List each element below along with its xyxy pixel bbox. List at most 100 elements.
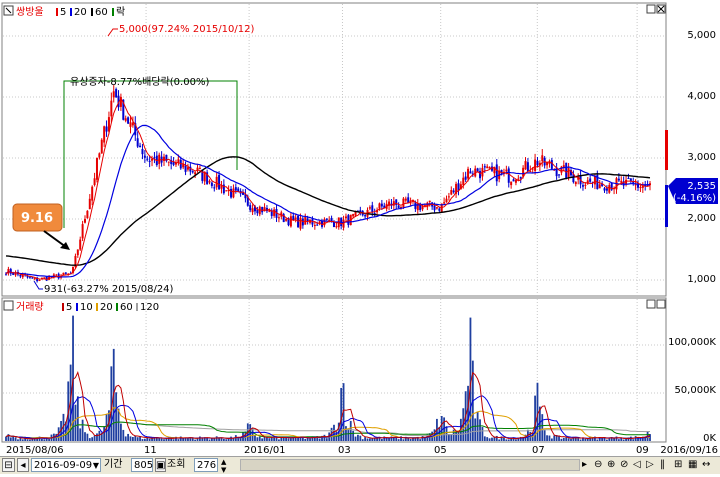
grid-icon[interactable]: ⊞ xyxy=(674,459,683,470)
volume-bar xyxy=(548,435,551,441)
volume-bar xyxy=(479,419,481,441)
vlegend-60: 60 xyxy=(120,302,133,313)
candle-body xyxy=(421,205,424,210)
candle-body xyxy=(184,165,187,172)
volume-bar xyxy=(43,439,46,441)
volume-bar xyxy=(153,438,156,441)
search-icon[interactable]: ▣ xyxy=(155,458,166,472)
zoom-in-icon[interactable]: ⊕ xyxy=(607,459,616,470)
candle-body xyxy=(378,203,381,209)
volume-bar xyxy=(33,437,36,441)
candle-body xyxy=(560,166,563,173)
candle-body xyxy=(208,180,211,183)
volume-bar xyxy=(613,437,615,441)
legend-extra: 락 xyxy=(116,6,125,18)
volume-bar xyxy=(64,421,67,441)
spinner-up-icon[interactable]: ▲ xyxy=(221,458,227,466)
volume-bar xyxy=(617,439,620,441)
candle-body xyxy=(117,95,120,108)
volume-bar xyxy=(172,439,175,441)
candle-body xyxy=(177,159,180,163)
candle-body xyxy=(316,224,319,226)
volume-bar xyxy=(467,385,469,441)
volume-bar xyxy=(582,437,584,441)
volume-bar xyxy=(586,438,589,441)
candle-body xyxy=(67,273,70,275)
volume-bar xyxy=(175,436,177,441)
volume-bar xyxy=(424,437,426,441)
volume-bar xyxy=(354,436,357,441)
volume-bar xyxy=(421,435,424,441)
candle-body xyxy=(586,180,589,184)
event-annotation: 유상증자-8.77%배당락(0.00%) xyxy=(70,76,209,88)
volume-menu-icon[interactable] xyxy=(3,300,14,311)
zoom-out-icon[interactable]: ⊖ xyxy=(594,459,603,470)
volume-bar xyxy=(110,366,113,441)
candle-body xyxy=(38,279,41,281)
volume-close-button[interactable] xyxy=(656,299,666,309)
volume-bar xyxy=(409,438,412,441)
date-input[interactable]: 2016-09-09 ▼ xyxy=(31,458,101,472)
volume-bar xyxy=(45,437,48,441)
volume-bar xyxy=(179,436,182,441)
count-input[interactable]: 276 xyxy=(194,458,218,472)
candle-body xyxy=(392,201,395,206)
volume-bar xyxy=(124,436,127,441)
volume-bar xyxy=(469,317,472,441)
panel-maximize-button[interactable] xyxy=(646,4,656,14)
volume-bar xyxy=(383,436,386,441)
candle-body xyxy=(632,181,635,184)
volume-bar xyxy=(577,438,580,441)
candle-body xyxy=(227,189,230,192)
volume-bar xyxy=(388,437,390,441)
first-icon[interactable]: ◁ xyxy=(633,459,641,470)
count-spinner[interactable]: ▲ ▼ xyxy=(219,458,237,474)
candle-body xyxy=(443,202,446,204)
candle-body xyxy=(256,209,259,214)
spinner-down-icon[interactable]: ▼ xyxy=(221,466,227,474)
volume-bar xyxy=(19,437,22,441)
volume-bar xyxy=(447,434,450,441)
volume-bar xyxy=(412,437,414,441)
candle-body xyxy=(263,207,266,212)
volume-bar xyxy=(641,436,644,441)
expand-icon[interactable]: ↔ xyxy=(702,459,711,470)
reset-icon[interactable]: ⊘ xyxy=(620,459,629,470)
settings-icon[interactable]: ▦ xyxy=(688,459,698,470)
candle-body xyxy=(198,167,201,169)
volume-bar xyxy=(505,439,508,441)
volume-bar xyxy=(452,429,455,441)
candle-body xyxy=(201,169,204,181)
volume-bar xyxy=(117,408,120,441)
volume-maximize-button[interactable] xyxy=(646,299,656,309)
volume-bar xyxy=(79,428,82,441)
volume-bar xyxy=(36,437,39,441)
last-icon[interactable]: ▷ xyxy=(646,459,654,470)
volume-bar xyxy=(191,437,194,441)
lock-button[interactable]: ⊟ xyxy=(2,458,15,472)
candle-body xyxy=(258,206,261,215)
candle-body xyxy=(495,164,498,182)
candle-body xyxy=(464,176,467,180)
candle-body xyxy=(246,197,249,206)
ma5-line xyxy=(5,97,651,280)
scroll-right-icon[interactable]: ▸ xyxy=(582,459,588,470)
candle-body xyxy=(299,217,302,229)
pause-icon[interactable]: ‖ xyxy=(660,459,665,470)
candle-body xyxy=(55,274,58,276)
candle-body xyxy=(617,178,620,181)
volume-bar xyxy=(515,439,517,441)
candle-body xyxy=(335,226,338,228)
volume-bar xyxy=(445,426,448,441)
volume-bar xyxy=(232,438,235,441)
price-panel xyxy=(1,2,667,297)
period-input[interactable]: 805 xyxy=(131,458,153,472)
prev-button[interactable]: ◂ xyxy=(17,458,29,472)
candle-body xyxy=(321,220,324,227)
candle-body xyxy=(388,201,391,206)
x-tick: 07 xyxy=(532,445,545,456)
horizontal-scrollbar[interactable] xyxy=(240,459,580,471)
volume-bar xyxy=(347,428,350,441)
volume-bar xyxy=(268,438,271,441)
volume-bar xyxy=(129,436,132,441)
